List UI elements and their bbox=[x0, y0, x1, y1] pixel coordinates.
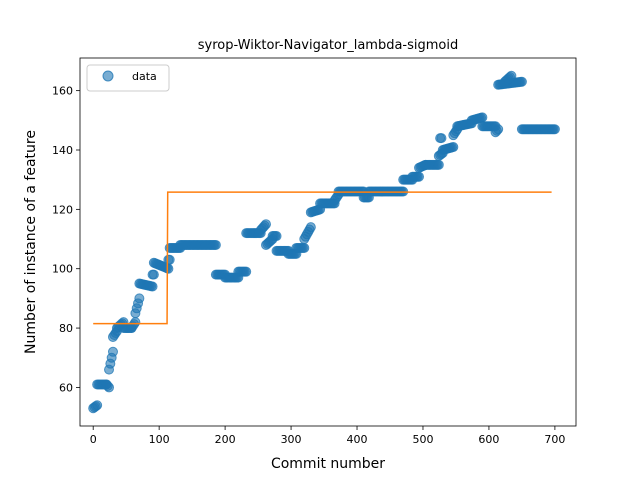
data-point bbox=[210, 239, 221, 250]
x-tick-label: 400 bbox=[347, 433, 368, 446]
fit-line bbox=[93, 191, 552, 325]
y-tick-label: 140 bbox=[52, 144, 73, 157]
data-point bbox=[549, 124, 560, 135]
data-point bbox=[104, 382, 115, 393]
y-axis-ticks: 60 80 100 120 140 160 bbox=[52, 85, 80, 394]
data-point bbox=[448, 142, 459, 153]
data-point bbox=[130, 317, 141, 328]
data-point bbox=[261, 219, 271, 230]
data-point bbox=[134, 293, 145, 304]
data-point bbox=[299, 242, 310, 253]
data-point bbox=[305, 222, 316, 233]
legend: data bbox=[86, 64, 170, 92]
y-tick-label: 60 bbox=[59, 381, 73, 394]
x-tick-label: 100 bbox=[149, 433, 170, 446]
y-tick-label: 100 bbox=[52, 263, 73, 276]
data-point bbox=[147, 281, 158, 292]
data-point bbox=[433, 159, 444, 170]
x-axis-label: Commit number bbox=[271, 456, 385, 472]
data-point bbox=[164, 254, 175, 265]
data-point bbox=[107, 346, 118, 357]
data-point bbox=[436, 133, 447, 144]
data-point bbox=[477, 112, 488, 123]
legend-marker-data bbox=[102, 70, 114, 82]
data-point bbox=[92, 400, 103, 411]
x-tick-label: 0 bbox=[90, 433, 97, 446]
chart-title: syrop-Wiktor-Navigator_lambda-sigmoid bbox=[198, 38, 459, 53]
data-point bbox=[506, 70, 517, 81]
x-tick-label: 700 bbox=[544, 433, 565, 446]
y-tick-label: 120 bbox=[52, 203, 73, 216]
data-point bbox=[148, 269, 159, 280]
data-point bbox=[241, 266, 252, 277]
y-tick-label: 80 bbox=[59, 322, 73, 335]
x-tick-label: 300 bbox=[281, 433, 302, 446]
y-axis-label: Number of instance of a feature bbox=[23, 130, 39, 354]
data-point bbox=[516, 76, 527, 87]
data-point bbox=[271, 231, 282, 242]
data-point bbox=[414, 171, 425, 182]
data-point bbox=[163, 263, 174, 274]
x-tick-label: 200 bbox=[215, 433, 236, 446]
axes-frame bbox=[79, 57, 577, 427]
data-point bbox=[493, 124, 504, 135]
plot-area bbox=[88, 70, 560, 414]
x-tick-label: 500 bbox=[412, 433, 433, 446]
x-axis-ticks: 0 100 200 300 400 500 600 700 bbox=[90, 426, 565, 446]
x-tick-label: 600 bbox=[478, 433, 499, 446]
legend-label-data: data bbox=[132, 70, 157, 83]
y-tick-label: 160 bbox=[52, 85, 73, 98]
